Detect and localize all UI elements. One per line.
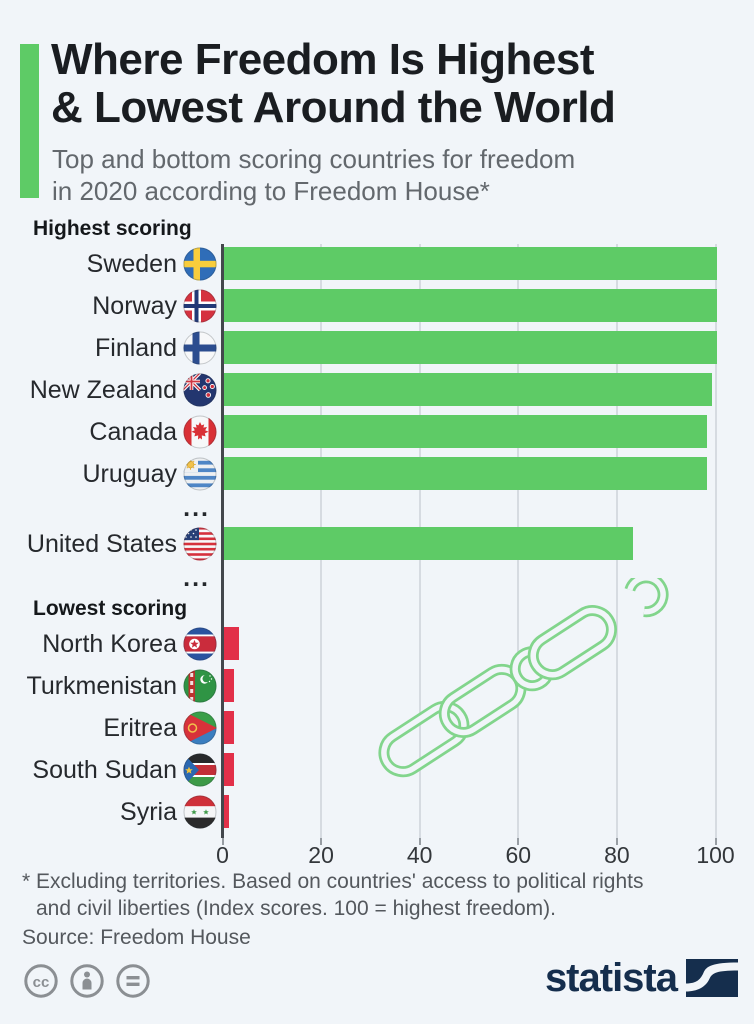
score-bar-sweden <box>224 247 717 280</box>
score-bar-finland <box>224 331 717 364</box>
source-note: Source: Freedom House <box>22 926 251 949</box>
broken-chain-illustration <box>378 578 669 778</box>
x-axis-tick-0: 0 <box>216 842 229 868</box>
attribution-icon[interactable] <box>69 963 105 999</box>
score-bar-turkmenistan <box>224 669 234 702</box>
statista-logo-mark <box>686 959 738 997</box>
country-label-north-korea: North Korea <box>42 630 177 658</box>
chart-row-turkmenistan: Turkmenistan <box>0 669 754 711</box>
page-subtitle: Top and bottom scoring countries for fre… <box>52 143 712 207</box>
section-label-highest-scoring: Highest scoring <box>33 217 192 240</box>
score-bar-uruguay <box>224 457 708 490</box>
score-bar-new-zealand <box>224 373 713 406</box>
country-label-finland: Finland <box>95 334 177 362</box>
page-title: Where Freedom Is Highest & Lowest Around… <box>51 36 741 132</box>
footnote: * Excluding territories. Based on countr… <box>22 868 643 922</box>
sweden-flag-icon <box>183 247 217 281</box>
turkmenistan-flag-icon <box>183 669 217 703</box>
cc-license-badges: cc <box>23 963 151 999</box>
ellipsis-row: ... <box>183 494 210 522</box>
finland-flag-icon <box>183 331 217 365</box>
chart-row-canada: Canada <box>0 415 754 457</box>
title-accent-bar <box>20 44 39 198</box>
canada-flag-icon <box>183 415 217 449</box>
section-label-lowest-scoring: Lowest scoring <box>33 597 188 620</box>
united-states-flag-icon <box>183 527 217 561</box>
chart-row-south-sudan: South Sudan <box>0 753 754 795</box>
chart-row-united-states: United States <box>0 527 754 569</box>
chart-row-new-zealand: New Zealand <box>0 373 754 415</box>
tick-mark-60 <box>517 838 520 845</box>
eritrea-flag-icon <box>183 711 217 745</box>
equals-icon[interactable] <box>115 963 151 999</box>
footnote-line-1: * Excluding territories. Based on countr… <box>22 870 644 893</box>
country-label-eritrea: Eritrea <box>103 714 177 742</box>
tick-mark-40 <box>418 838 421 845</box>
x-axis-tick-40: 40 <box>406 842 433 868</box>
chart-row-uruguay: Uruguay <box>0 457 754 499</box>
chart-row-sweden: Sweden <box>0 247 754 289</box>
chart-row-syria: Syria <box>0 795 754 837</box>
north-korea-flag-icon <box>183 627 217 661</box>
x-axis-tick-60: 60 <box>505 842 532 868</box>
chart-row-finland: Finland <box>0 331 754 373</box>
statista-logo[interactable]: statista <box>545 957 738 999</box>
chart-row-eritrea: Eritrea <box>0 711 754 753</box>
tick-mark-20 <box>320 838 323 845</box>
ellipsis-row: ... <box>183 564 210 592</box>
gridline-100 <box>714 244 717 838</box>
score-bar-eritrea <box>224 711 234 744</box>
syria-flag-icon <box>183 795 217 829</box>
uruguay-flag-icon <box>183 457 217 491</box>
country-label-new-zealand: New Zealand <box>29 376 177 404</box>
x-axis-tick-20: 20 <box>308 842 334 868</box>
score-bar-norway <box>224 289 717 322</box>
country-label-sweden: Sweden <box>86 250 177 278</box>
country-label-united-states: United States <box>26 530 177 558</box>
x-axis-tick-80: 80 <box>604 842 630 868</box>
footnote-line-2: and civil liberties (Index scores. 100 =… <box>36 897 557 920</box>
country-label-uruguay: Uruguay <box>82 460 178 488</box>
title-line-2: & Lowest Around the World <box>51 83 616 132</box>
country-label-canada: Canada <box>89 418 177 446</box>
tick-mark-100 <box>714 838 717 845</box>
cc-icon[interactable]: cc <box>23 963 59 999</box>
title-line-1: Where Freedom Is Highest <box>51 35 595 84</box>
chart-row-north-korea: North Korea <box>0 627 754 669</box>
statista-wordmark: statista <box>544 956 678 1000</box>
country-label-south-sudan: South Sudan <box>32 756 177 784</box>
score-bar-united-states <box>224 527 634 560</box>
norway-flag-icon <box>183 289 217 323</box>
new-zealand-flag-icon <box>183 373 217 407</box>
y-axis-line <box>221 244 224 838</box>
score-bar-north-korea <box>224 627 239 660</box>
country-label-syria: Syria <box>120 798 177 826</box>
south-sudan-flag-icon <box>183 753 217 787</box>
subtitle-line-2: in 2020 according to Freedom House* <box>52 176 490 206</box>
score-bar-south-sudan <box>224 753 234 786</box>
x-axis-tick-100: 100 <box>696 842 735 868</box>
country-label-norway: Norway <box>92 292 177 320</box>
svg-text:cc: cc <box>33 974 50 991</box>
subtitle-line-1: Top and bottom scoring countries for fre… <box>52 144 576 174</box>
score-bar-syria <box>224 795 229 828</box>
score-bar-canada <box>224 415 708 448</box>
tick-mark-0 <box>221 838 224 845</box>
country-label-turkmenistan: Turkmenistan <box>26 672 177 700</box>
tick-mark-80 <box>615 838 618 845</box>
chart-row-norway: Norway <box>0 289 754 331</box>
